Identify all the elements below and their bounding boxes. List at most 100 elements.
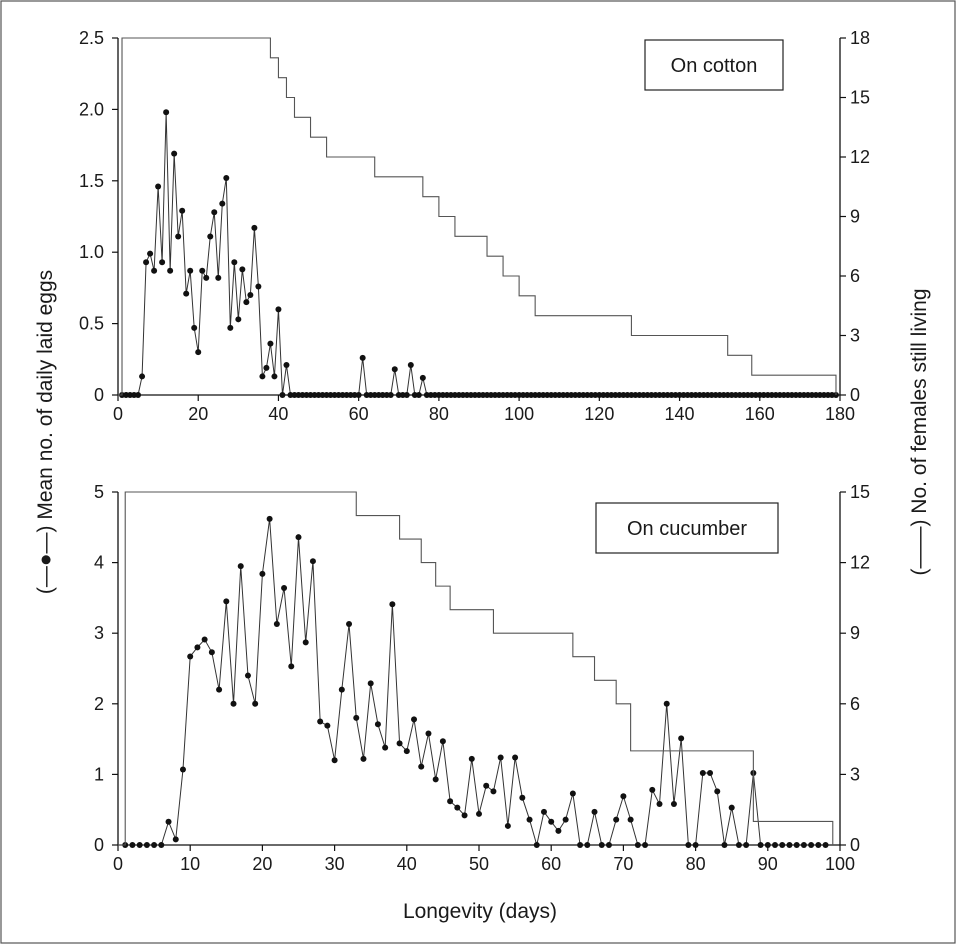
cucumber-eggs-point <box>331 757 338 764</box>
cucumber-eggs-point <box>707 769 714 776</box>
cotton-eggs-point <box>187 267 194 274</box>
cotton-x-tick-label: 0 <box>113 404 123 424</box>
cucumber-eggs-point <box>165 818 172 825</box>
cotton-eggs-point <box>215 274 222 281</box>
right-axis-label: (——) No. of females still living <box>908 288 931 575</box>
cucumber-right-tick-label: 3 <box>850 764 860 784</box>
left-axis-label: (—●—) Mean no. of daily laid eggs <box>34 270 57 594</box>
cotton-eggs-point <box>159 259 166 266</box>
cotton-eggs-point <box>415 392 422 398</box>
cucumber-eggs-point <box>815 842 822 848</box>
cotton-left-tick-label: 1.5 <box>79 171 104 191</box>
cucumber-eggs-point <box>562 816 569 823</box>
cucumber-x-tick-label: 50 <box>469 854 489 874</box>
cotton-eggs-point <box>387 392 394 398</box>
cotton-x-tick-label: 80 <box>429 404 449 424</box>
cucumber-eggs-point <box>634 842 641 848</box>
cotton-left-tick-label: 1.0 <box>79 242 104 262</box>
cucumber-eggs-point <box>338 686 345 693</box>
cotton-eggs-point <box>147 250 154 257</box>
cotton-eggs-point <box>207 233 214 240</box>
cotton-left-tick-label: 0.5 <box>79 314 104 334</box>
cucumber-panel: On cucumber 0 10 20 30 40 50 60 70 80 90 100012345… <box>94 482 870 874</box>
cucumber-eggs-point <box>136 842 143 848</box>
cucumber-left-tick-label: 4 <box>94 553 104 573</box>
cucumber-eggs-point <box>786 842 793 848</box>
cucumber-x-tick-label: 100 <box>825 854 855 874</box>
cucumber-eggs-point <box>512 754 519 761</box>
cucumber-eggs-point <box>367 680 374 687</box>
cucumber-eggs-point <box>692 842 699 848</box>
cucumber-eggs-point <box>764 842 771 848</box>
cucumber-eggs-point <box>743 842 750 848</box>
cucumber-eggs-point <box>151 842 158 848</box>
cucumber-eggs-point <box>808 842 815 848</box>
cotton-eggs-point <box>391 366 398 373</box>
cucumber-eggs-point <box>483 782 490 789</box>
cotton-right-tick-label: 18 <box>850 28 870 48</box>
cucumber-eggs-point <box>735 842 742 848</box>
cucumber-left-tick-label: 5 <box>94 482 104 502</box>
cotton-eggs-point <box>155 183 162 190</box>
cucumber-right-tick-label: 0 <box>850 835 860 855</box>
cotton-label-box <box>644 39 784 91</box>
cucumber-eggs-point <box>757 842 764 848</box>
cotton-eggs-point <box>403 392 410 398</box>
cucumber-eggs-point <box>403 748 410 755</box>
cotton-x-tick-label: 20 <box>188 404 208 424</box>
cotton-x-tick-label: 160 <box>745 404 775 424</box>
cucumber-eggs-point <box>605 842 612 848</box>
cotton-eggs-point <box>255 283 262 290</box>
cucumber-eggs-point <box>800 842 807 848</box>
cucumber-eggs-point <box>273 621 280 628</box>
cucumber-eggs-point <box>194 644 201 651</box>
cucumber-eggs-point <box>793 842 800 848</box>
cotton-eggs-point <box>151 267 158 274</box>
x-axis-label: Longevity (days) <box>403 900 557 923</box>
cotton-eggs-point <box>203 274 210 281</box>
cucumber-left-tick-label: 3 <box>94 623 104 643</box>
cotton-eggs-point <box>235 316 242 323</box>
cotton-right-tick-label: 3 <box>850 326 860 346</box>
cucumber-eggs-point <box>627 816 634 823</box>
cucumber-eggs-point <box>425 730 432 737</box>
cucumber-eggs-point <box>309 558 316 565</box>
cucumber-eggs-point <box>642 842 649 848</box>
cucumber-eggs-point <box>454 804 461 811</box>
cotton-eggs-point <box>143 259 150 266</box>
cucumber-eggs-point <box>649 786 656 793</box>
cotton-x-tick-label: 140 <box>665 404 695 424</box>
cotton-eggs-point <box>259 373 266 380</box>
cotton-eggs-point <box>271 373 278 380</box>
cotton-eggs-point <box>283 362 290 369</box>
cucumber-eggs-point <box>504 822 511 829</box>
cotton-x-tick-label: 120 <box>584 404 614 424</box>
cucumber-eggs-point <box>432 776 439 783</box>
cucumber-eggs-point <box>584 842 591 848</box>
cotton-right-tick-label: 6 <box>850 266 860 286</box>
cucumber-eggs-point <box>663 700 670 707</box>
cucumber-eggs-point <box>389 601 396 608</box>
cotton-eggs-point <box>239 266 246 273</box>
cucumber-right-tick-label: 6 <box>850 694 860 714</box>
cucumber-eggs-point <box>468 755 475 762</box>
cucumber-eggs-point <box>779 842 786 848</box>
cotton-eggs-point <box>359 354 366 361</box>
cotton-eggs-point <box>419 374 426 381</box>
cotton-left-tick-label: 2.5 <box>79 28 104 48</box>
cucumber-eggs-point <box>252 700 259 707</box>
cucumber-eggs-point <box>447 798 454 805</box>
cucumber-eggs-point <box>822 842 829 848</box>
cotton-eggs-point <box>251 224 258 231</box>
cotton-label: On cotton <box>671 55 758 77</box>
cucumber-eggs-point <box>201 636 208 643</box>
cucumber-right-tick-label: 15 <box>850 482 870 502</box>
cotton-eggs-point <box>175 233 182 240</box>
cucumber-eggs-point <box>237 563 244 570</box>
cucumber-eggs-point <box>685 842 692 848</box>
cucumber-eggs-point <box>714 788 721 795</box>
cucumber-females-step-line <box>118 491 834 846</box>
cotton-eggs-point <box>407 362 414 369</box>
cucumber-x-tick-label: 30 <box>325 854 345 874</box>
